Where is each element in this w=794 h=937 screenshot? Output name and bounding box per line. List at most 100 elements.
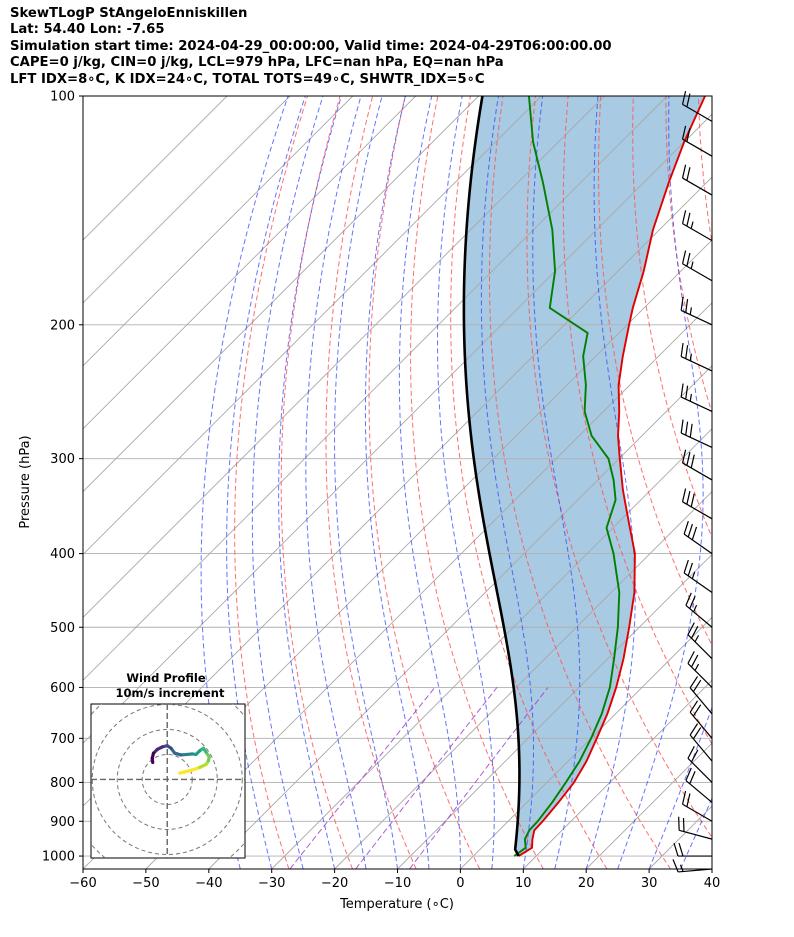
barb-feather [681, 91, 687, 105]
wind-barb [689, 700, 713, 739]
wind-barbs [672, 91, 713, 873]
moist-adiabat [711, 867, 712, 869]
moist-adiabat [437, 96, 495, 869]
dry-adiabat [562, 96, 712, 745]
barb-feather [687, 651, 695, 664]
y-tick-label: 600 [50, 681, 75, 696]
y-tick-label: 300 [50, 452, 75, 467]
isotherm-line [83, 96, 542, 556]
inset-plot [91, 704, 245, 858]
y-tick-label: 700 [50, 732, 75, 747]
moist-adiabat [278, 96, 342, 869]
moist-adiabat [617, 96, 704, 869]
isotherm-line [83, 96, 354, 367]
barb-half-feather [689, 353, 692, 361]
barb-feather [691, 526, 698, 541]
wind-barb [681, 210, 713, 242]
inset-subtitle: 10m/s increment [116, 686, 225, 700]
wind-barb [685, 592, 713, 628]
barb-feather [683, 520, 689, 535]
barb-half-feather [691, 571, 696, 579]
barb-feather [686, 167, 691, 181]
barb-feather [689, 676, 699, 689]
wind-barb [689, 676, 713, 715]
barb-staff [682, 103, 713, 122]
x-tick-label: −10 [384, 876, 411, 891]
wind-barb [685, 767, 713, 803]
barb-half-feather [694, 663, 700, 671]
x-tick-label: 10 [515, 876, 532, 891]
barb-feather [686, 252, 691, 267]
isotherm-line [83, 113, 712, 744]
x-tick-label: 30 [641, 876, 658, 891]
wind-barb [687, 746, 713, 783]
dry-adiabat [731, 96, 794, 869]
moist-adiabat [648, 706, 712, 869]
wind-barb [680, 296, 713, 326]
moist-adiabat [251, 96, 324, 869]
isotherm-line [83, 96, 605, 619]
dry-adiabat [368, 96, 481, 869]
isotherm-line [334, 490, 712, 869]
dry-adiabat [280, 96, 354, 869]
dry-adiabat [598, 96, 712, 647]
dry-adiabat [234, 96, 308, 869]
wind-barb [680, 383, 713, 412]
barb-feather [687, 746, 695, 759]
axes: Temperature (∘C) Pressure (hPa) 10009008… [18, 90, 720, 913]
barb-staff [682, 803, 713, 822]
barb-feather [690, 749, 699, 763]
barb-feather [681, 488, 687, 502]
barb-staff [687, 757, 713, 783]
barb-feather [681, 449, 687, 464]
barb-half-feather [690, 221, 694, 229]
barb-staff [689, 687, 713, 715]
inset-frame [90, 703, 246, 859]
barb-feather [686, 793, 691, 807]
barb-staff [685, 604, 713, 628]
barb-feather [680, 343, 684, 357]
barb-feather [685, 385, 689, 400]
barb-staff [682, 223, 713, 242]
barb-feather [681, 164, 687, 179]
x-tick-label: 40 [704, 876, 721, 891]
parcel-profile [462, 96, 521, 857]
chart-header: SkewTLogP StAngeloEnniskillen Lat: 54.40… [10, 6, 790, 88]
x-tick-label: −60 [69, 876, 96, 891]
x-tick-label: 0 [456, 876, 464, 891]
barb-feather [686, 490, 691, 505]
moist-adiabat [480, 96, 535, 869]
barb-staff [680, 432, 713, 448]
barb-staff [689, 711, 713, 739]
chart-title: SkewTLogP StAngeloEnniskillen [10, 6, 248, 21]
dry-adiabat [526, 96, 712, 839]
location-line: Lat: 54.40 Lon: -7.65 [10, 22, 165, 38]
wind-barb [683, 559, 713, 593]
x-tick-label: −20 [321, 876, 348, 891]
wind-barb [681, 250, 713, 282]
barb-feather [680, 419, 684, 434]
barb-staff [682, 263, 713, 282]
wind-barb [678, 816, 713, 840]
wind-barb [681, 449, 713, 481]
moist-adiabat [398, 96, 461, 869]
cape-fill [463, 96, 706, 857]
isotherm-line [83, 96, 417, 430]
y-tick-label: 500 [50, 621, 75, 636]
barb-feather [692, 704, 702, 717]
isotherm-line [145, 302, 712, 869]
barb-feather [685, 592, 692, 606]
wind-barb [687, 651, 713, 688]
wind-barb [687, 622, 713, 660]
barb-feather [680, 383, 684, 398]
moist-adiabat [334, 96, 398, 869]
barb-feather [681, 250, 687, 264]
barb-staff [682, 501, 713, 520]
moist-adiabat [305, 96, 367, 869]
isotherm-line [711, 868, 712, 869]
barb-staff [687, 662, 713, 688]
isotherm-line [271, 428, 712, 869]
moist-adiabat [680, 797, 712, 869]
barb-feather [678, 842, 684, 857]
